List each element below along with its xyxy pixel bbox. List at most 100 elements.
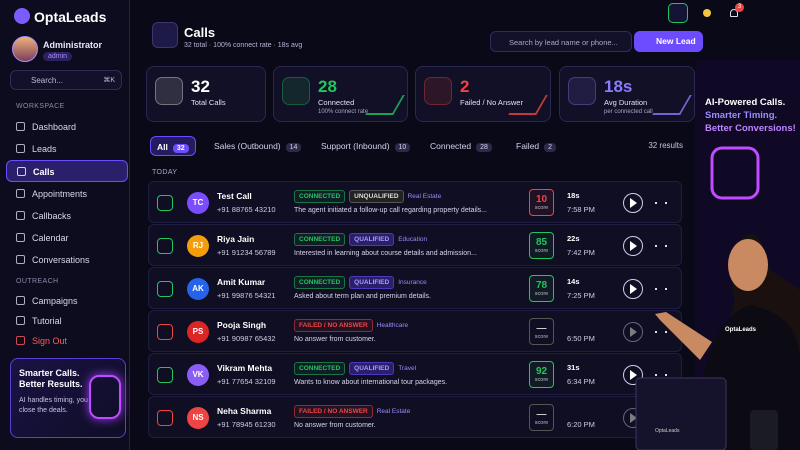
more-button[interactable] (655, 202, 667, 204)
more-button[interactable] (655, 374, 667, 376)
call-row[interactable]: TC Test Call +91 88765 43210 CONNECTED UNQUA… (148, 181, 682, 223)
stat-label: Failed / No Answer (460, 98, 523, 107)
call-icon (157, 281, 173, 297)
lead-phone: +91 91234 56789 (217, 248, 276, 257)
lead-search[interactable]: Search by lead name or phone... (490, 31, 632, 52)
user-role: admin (43, 52, 73, 61)
section-title: OUTREACH (16, 278, 59, 285)
score-box: — score (529, 404, 554, 431)
duration: 18s (567, 191, 580, 200)
call-row[interactable]: NS Neha Sharma +91 78945 61230 FAILED / NO … (148, 396, 682, 438)
tab-count: 14 (285, 143, 302, 152)
qualification-tag: QUALIFIED (349, 362, 395, 375)
nav-item[interactable]: Callbacks (6, 205, 128, 227)
nav-label: Callbacks (32, 211, 72, 221)
more-button[interactable] (655, 288, 667, 290)
section-title: WORKSPACE (16, 103, 65, 110)
sidebar-promo[interactable]: Smarter Calls. Better Results. AI handle… (10, 358, 126, 438)
laptop-brand: OptaLeads (655, 428, 680, 434)
nav-item[interactable]: Calls (6, 160, 128, 182)
nav-item[interactable]: Appointments (6, 183, 128, 205)
more-button[interactable] (655, 331, 667, 333)
status-tag: FAILED / NO ANSWER (294, 319, 373, 332)
play-button[interactable] (623, 322, 643, 342)
promo-text: AI handles timing, you close the deals. (19, 397, 88, 414)
stat-value: 2 (460, 77, 470, 96)
nav-item[interactable]: Leads (6, 138, 128, 160)
nav-label: Campaigns (32, 296, 78, 306)
nav-label: Conversations (32, 255, 90, 265)
category-tag: Education (398, 236, 428, 243)
tab-label: Sales (Outbound) (214, 141, 281, 151)
tab[interactable]: Failed 2 (510, 136, 562, 156)
call-time: 7:58 PM (567, 205, 595, 214)
nav-item[interactable]: Tutorial (6, 310, 128, 332)
nav-item[interactable]: Campaigns (6, 290, 128, 312)
call-icon (157, 410, 173, 426)
nav-item[interactable]: Calendar (6, 227, 128, 249)
promo-illustration (635, 60, 800, 450)
nav-label: Calendar (32, 233, 69, 243)
qualification-tag: QUALIFIED (349, 233, 395, 246)
tags: CONNECTED UNQUALIFIED Real Estate (294, 190, 441, 203)
tags: CONNECTED QUALIFIED Travel (294, 362, 416, 375)
call-row[interactable]: AK Amit Kumar +91 99876 54321 CONNECTED QUAL… (148, 267, 682, 309)
sparkline (365, 95, 405, 115)
tab[interactable]: All 32 (150, 136, 196, 156)
call-row[interactable]: RJ Riya Jain +91 91234 56789 CONNECTED QUALI… (148, 224, 682, 266)
nav-icon (16, 255, 25, 264)
nav-label: Tutorial (32, 316, 62, 326)
nav-icon (16, 144, 25, 153)
phone-illustration (89, 375, 121, 419)
nav-item[interactable]: Dashboard (6, 116, 128, 138)
lead-phone: +91 88765 43210 (217, 205, 276, 214)
promo-title: Smarter Calls. Better Results. (19, 368, 83, 389)
play-button[interactable] (623, 236, 643, 256)
nav-item[interactable]: Sign Out (6, 330, 128, 352)
page-title: Calls (184, 25, 216, 40)
stat-icon (568, 77, 596, 105)
score-value: — (536, 323, 547, 334)
summary: Interested in learning about course deta… (294, 250, 477, 257)
play-button[interactable] (623, 193, 643, 213)
call-row[interactable]: PS Pooja Singh +91 90987 65432 FAILED / NO … (148, 310, 682, 352)
tab[interactable]: Sales (Outbound) 14 (208, 136, 307, 156)
tab[interactable]: Connected 28 (424, 136, 498, 156)
brand[interactable]: OptaLeads (14, 8, 106, 25)
sidebar: OptaLeads Administrator admin Search... … (0, 0, 130, 450)
lead-name: Vikram Mehta (217, 363, 273, 373)
stat-icon (424, 77, 452, 105)
theme-toggle[interactable] (697, 3, 717, 23)
user-avatar[interactable] (12, 36, 38, 62)
promo-line: Smarter Timing. (705, 110, 778, 121)
call-icon (157, 367, 173, 383)
new-lead-button[interactable]: New Lead (634, 31, 703, 52)
play-button[interactable] (623, 365, 643, 385)
tab-count: 32 (172, 144, 189, 153)
notifications[interactable] (724, 3, 744, 23)
stat-icon (282, 77, 310, 105)
group-label: TODAY (152, 169, 178, 176)
call-row[interactable]: VK Vikram Mehta +91 77654 32109 CONNECTED QU… (148, 353, 682, 395)
sidebar-search[interactable]: Search... ⌘K (10, 70, 122, 90)
avatar: RJ (187, 235, 209, 257)
sun-icon (703, 9, 711, 17)
tab-label: Support (Inbound) (321, 141, 390, 151)
notification-badge: 3 (735, 3, 744, 12)
tab[interactable]: Support (Inbound) 10 (315, 136, 416, 156)
score-label: score (534, 377, 549, 383)
more-button[interactable] (655, 245, 667, 247)
phone-status[interactable] (668, 3, 688, 23)
score-box: 10 score (529, 189, 554, 216)
nav-item[interactable]: Conversations (6, 249, 128, 271)
play-button[interactable] (623, 279, 643, 299)
summary: No answer from customer. (294, 336, 376, 343)
laptop (635, 377, 727, 450)
status-tag: CONNECTED (294, 233, 346, 246)
stat-label: Connected (318, 98, 355, 107)
nav-icon (16, 316, 25, 325)
tags: FAILED / NO ANSWER Healthcare (294, 319, 408, 332)
score-label: score (534, 291, 549, 297)
avatar: PS (187, 321, 209, 343)
